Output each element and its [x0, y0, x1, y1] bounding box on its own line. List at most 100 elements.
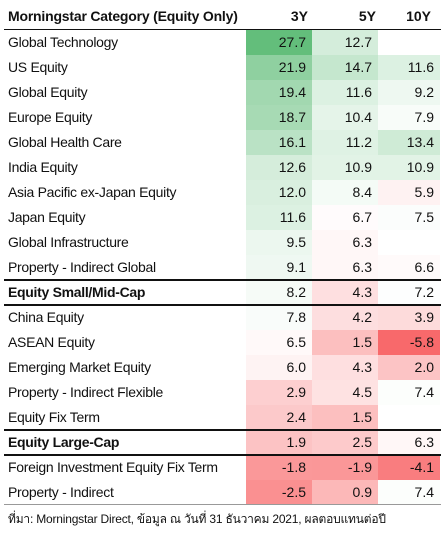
table-row: Property - Indirect -2.5 0.9 7.4: [0, 480, 445, 505]
table-row: Property - Indirect Global 9.1 6.3 6.6: [0, 255, 445, 280]
table-row: Emerging Market Equity 6.0 4.3 2.0: [0, 355, 445, 380]
value-cell-5y: 4.3: [312, 280, 378, 305]
table-row: Global Technology 27.7 12.7: [0, 30, 445, 55]
header-category: Morningstar Category (Equity Only): [8, 8, 238, 24]
value-cell-10y: -5.8: [378, 330, 440, 355]
value-cell-3y: 21.9: [246, 55, 312, 80]
value-cell-10y: 5.9: [378, 180, 440, 205]
category-label: Emerging Market Equity: [8, 359, 151, 375]
value-cell-10y: 7.5: [378, 205, 440, 230]
table-row: Equity Small/Mid-Cap 8.2 4.3 7.2: [0, 280, 445, 305]
category-label: Global Infrastructure: [8, 234, 129, 250]
category-label: Equity Fix Term: [8, 409, 100, 425]
category-label: Property - Indirect Global: [8, 259, 156, 275]
value-cell-3y: 18.7: [246, 105, 312, 130]
table-row: ASEAN Equity 6.5 1.5 -5.8: [0, 330, 445, 355]
category-label: Foreign Investment Equity Fix Term: [8, 459, 218, 475]
value-cell-10y: 7.2: [378, 280, 440, 305]
footer-divider: [4, 504, 441, 505]
value-cell-3y: 9.1: [246, 255, 312, 280]
category-label: Asia Pacific ex-Japan Equity: [8, 184, 177, 200]
value-cell-10y: 6.6: [378, 255, 440, 280]
category-label: Global Equity: [8, 84, 88, 100]
value-cell-10y: -4.1: [378, 455, 440, 480]
value-cell-5y: 6.3: [312, 230, 378, 255]
value-cell-10y: 2.0: [378, 355, 440, 380]
value-cell-5y: 0.9: [312, 480, 378, 505]
value-cell-3y: 9.5: [246, 230, 312, 255]
category-label: Property - Indirect: [8, 484, 114, 500]
category-label: Global Health Care: [8, 134, 122, 150]
table-row: Asia Pacific ex-Japan Equity 12.0 8.4 5.9: [0, 180, 445, 205]
table-row: Property - Indirect Flexible 2.9 4.5 7.4: [0, 380, 445, 405]
value-cell-10y: [378, 230, 440, 255]
value-cell-3y: 6.5: [246, 330, 312, 355]
value-cell-3y: 12.0: [246, 180, 312, 205]
value-cell-3y: 19.4: [246, 80, 312, 105]
value-cell-10y: 3.9: [378, 305, 440, 330]
value-cell-3y: 1.9: [246, 430, 312, 455]
value-cell-5y: 4.3: [312, 355, 378, 380]
table-row: Equity Large-Cap 1.9 2.5 6.3: [0, 430, 445, 455]
value-cell-10y: 6.3: [378, 430, 440, 455]
table-row: India Equity 12.6 10.9 10.9: [0, 155, 445, 180]
group-separator: [4, 304, 441, 306]
value-cell-10y: [378, 405, 440, 430]
value-cell-5y: 10.4: [312, 105, 378, 130]
value-cell-10y: [378, 30, 440, 55]
table-row: Global Equity 19.4 11.6 9.2: [0, 80, 445, 105]
category-label: Equity Large-Cap: [8, 434, 120, 450]
category-label: Europe Equity: [8, 109, 93, 125]
value-cell-3y: 7.8: [246, 305, 312, 330]
value-cell-3y: 2.9: [246, 380, 312, 405]
category-label: China Equity: [8, 309, 84, 325]
table-row: US Equity 21.9 14.7 11.6: [0, 55, 445, 80]
table-row: Japan Equity 11.6 6.7 7.5: [0, 205, 445, 230]
value-cell-5y: 10.9: [312, 155, 378, 180]
value-cell-5y: 6.7: [312, 205, 378, 230]
group-separator: [4, 429, 441, 431]
category-label: Global Technology: [8, 34, 118, 50]
category-label: ASEAN Equity: [8, 334, 95, 350]
header-5y: 5Y: [358, 8, 376, 24]
table-body: Global Technology 27.7 12.7 US Equity 21.9 14…: [0, 30, 445, 505]
category-label: Property - Indirect Flexible: [8, 384, 163, 400]
value-cell-10y: 10.9: [378, 155, 440, 180]
value-cell-5y: 6.3: [312, 255, 378, 280]
value-cell-5y: 2.5: [312, 430, 378, 455]
value-cell-3y: 27.7: [246, 30, 312, 55]
table-row: Global Health Care 16.1 11.2 13.4: [0, 130, 445, 155]
value-cell-5y: 4.2: [312, 305, 378, 330]
value-cell-3y: 11.6: [246, 205, 312, 230]
table-row: Foreign Investment Equity Fix Term -1.8 -1…: [0, 455, 445, 480]
category-label: US Equity: [8, 59, 68, 75]
table-row: Equity Fix Term 2.4 1.5: [0, 405, 445, 430]
value-cell-5y: 11.6: [312, 80, 378, 105]
category-label: India Equity: [8, 159, 78, 175]
header-divider: [4, 29, 441, 30]
table-row: China Equity 7.8 4.2 3.9: [0, 305, 445, 330]
value-cell-3y: -2.5: [246, 480, 312, 505]
value-cell-3y: 16.1: [246, 130, 312, 155]
header-3y: 3Y: [290, 8, 308, 24]
value-cell-3y: 2.4: [246, 405, 312, 430]
table-row: Global Infrastructure 9.5 6.3: [0, 230, 445, 255]
group-separator: [4, 454, 441, 456]
value-cell-5y: 11.2: [312, 130, 378, 155]
source-note: ที่มา: Morningstar Direct, ข้อมูล ณ วันท…: [8, 512, 386, 526]
value-cell-5y: 14.7: [312, 55, 378, 80]
value-cell-5y: 12.7: [312, 30, 378, 55]
value-cell-5y: 8.4: [312, 180, 378, 205]
category-label: Japan Equity: [8, 209, 86, 225]
category-label: Equity Small/Mid-Cap: [8, 284, 146, 300]
header-10y: 10Y: [406, 8, 431, 24]
group-separator: [4, 279, 441, 281]
value-cell-10y: 13.4: [378, 130, 440, 155]
value-cell-10y: 7.4: [378, 380, 440, 405]
value-cell-10y: 11.6: [378, 55, 440, 80]
value-cell-5y: 1.5: [312, 330, 378, 355]
value-cell-10y: 9.2: [378, 80, 440, 105]
value-cell-3y: 8.2: [246, 280, 312, 305]
value-cell-5y: -1.9: [312, 455, 378, 480]
